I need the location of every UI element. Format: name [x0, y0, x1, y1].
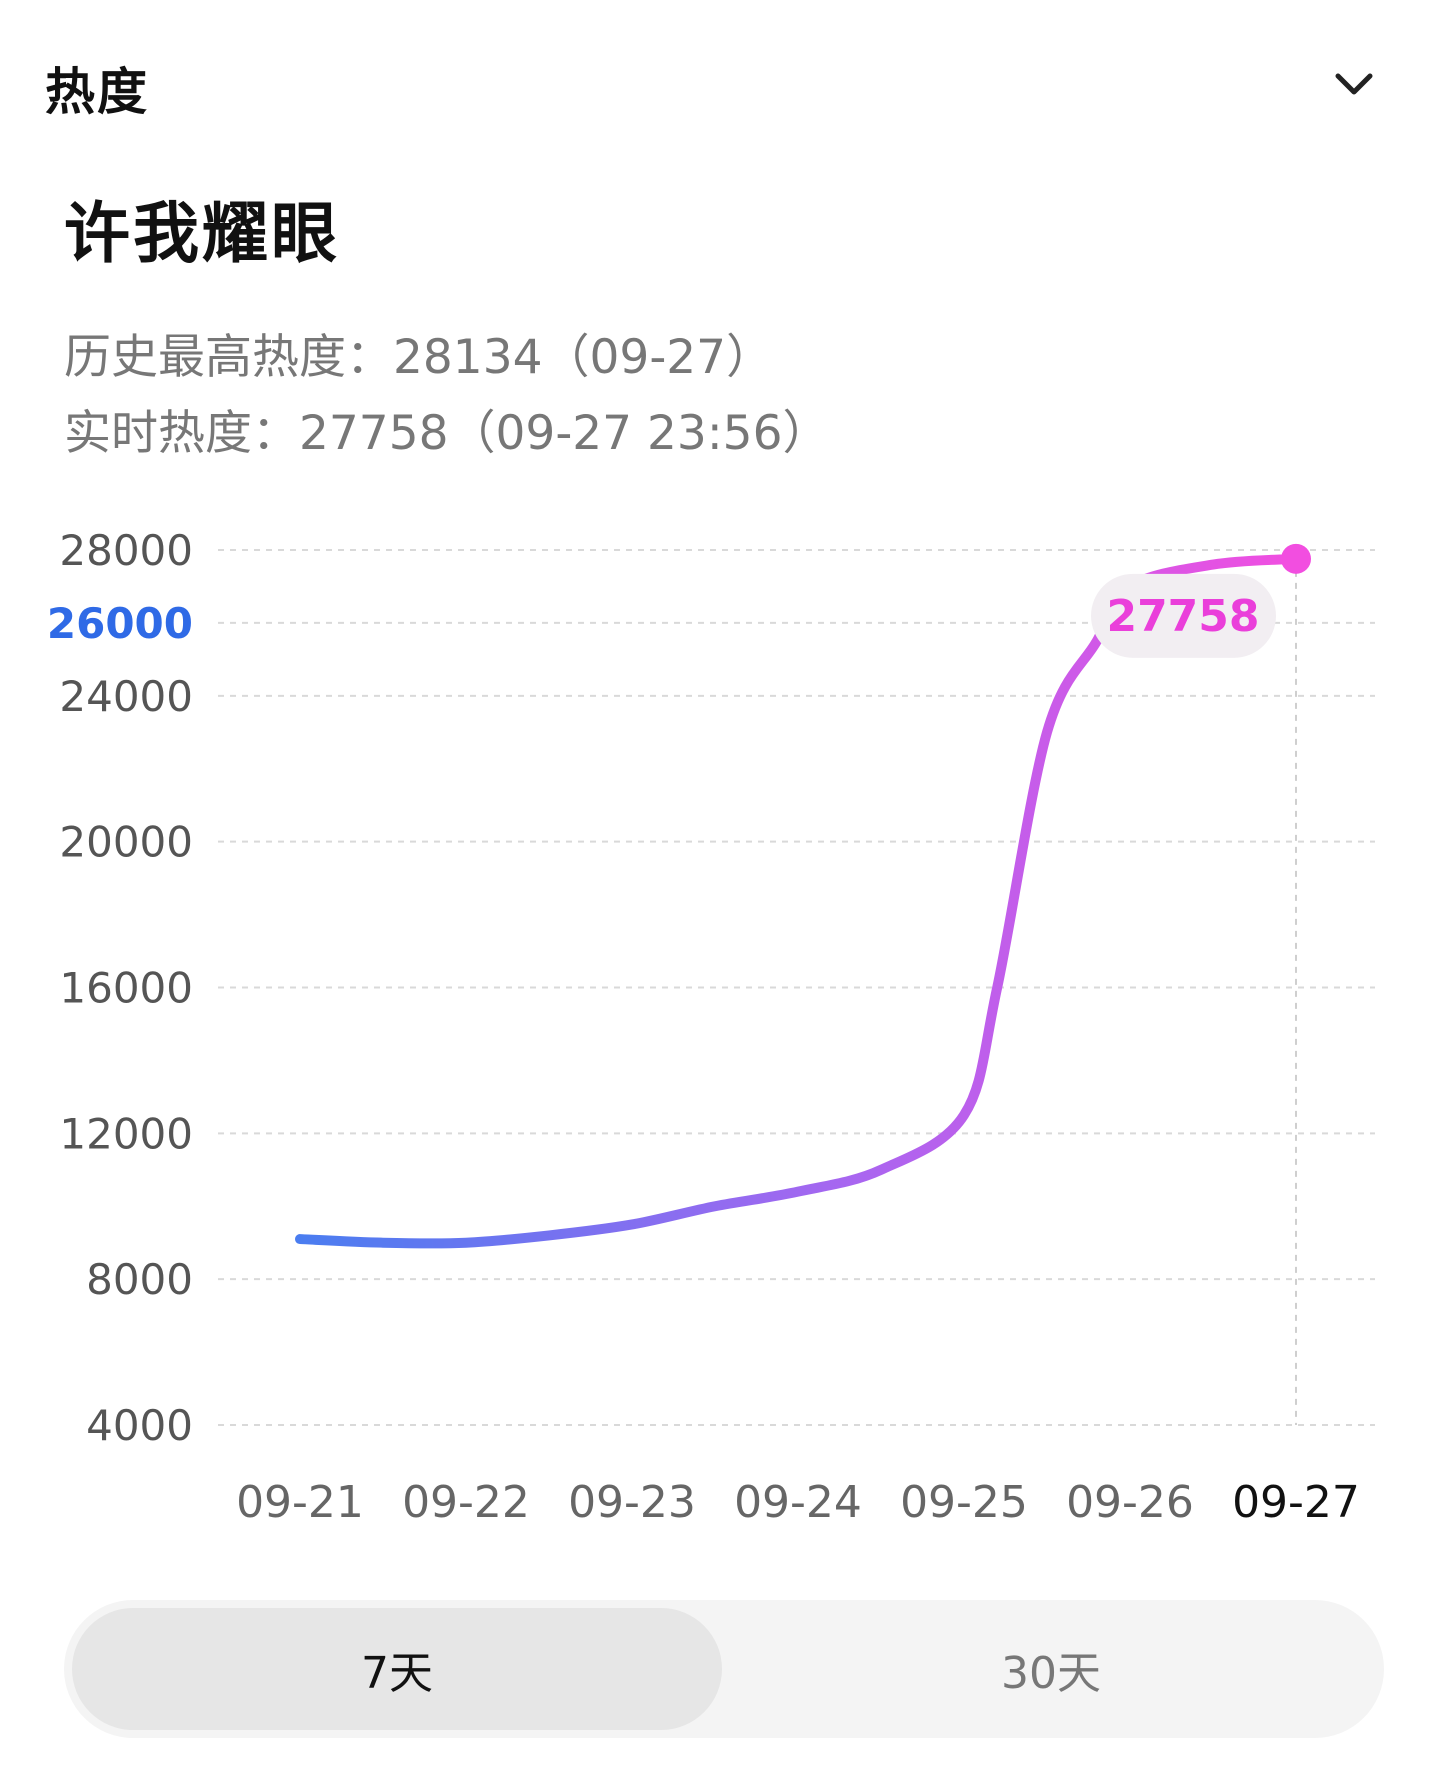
x-tick-label: 09-24	[734, 1477, 862, 1528]
y-tick-label: 4000	[86, 1401, 193, 1450]
x-tick-label: 09-26	[1066, 1477, 1194, 1528]
grid-layer	[218, 549, 1375, 1426]
y-tick-label: 8000	[86, 1255, 193, 1304]
x-tick-label: 09-25	[900, 1477, 1028, 1528]
y-tick-label: 28000	[59, 526, 193, 575]
x-tick-label: 09-21	[236, 1477, 364, 1528]
x-tick-label: 09-27	[1232, 1477, 1360, 1528]
data-points	[300, 559, 1296, 1243]
chevron-down-icon[interactable]	[1332, 62, 1376, 106]
peak-heat-stat: 历史最高热度：28134（09-27）	[64, 330, 774, 385]
y-axis: 28000 26000 24000 20000 16000 12000 8000 4000	[47, 526, 193, 1450]
series-line	[295, 553, 1301, 1249]
x-axis: 09-21 09-22 09-23 09-24 09-25 09-26 09-27	[236, 1477, 1360, 1528]
heat-line-chart: 28000 26000 24000 20000 16000 12000 8000 4000 0…	[47, 526, 1375, 1528]
y-tick-label: 26000	[47, 599, 193, 648]
header: 热度	[0, 0, 1440, 170]
y-tick-label: 16000	[59, 964, 193, 1013]
y-tick-label: 20000	[59, 818, 193, 867]
section-title: 热度	[45, 63, 149, 121]
range-toggle: 7天 30天	[64, 1600, 1384, 1738]
x-tick-label: 09-22	[402, 1477, 530, 1528]
y-tick-label: 24000	[59, 672, 193, 721]
callout-value: 27758	[1106, 591, 1259, 642]
y-tick-label: 12000	[59, 1109, 193, 1158]
realtime-heat-stat: 实时热度：27758（09-27 23:56）	[64, 406, 830, 461]
x-tick-label: 09-23	[568, 1477, 696, 1528]
toggle-30-days[interactable]: 30天	[1001, 1648, 1101, 1699]
show-title: 许我耀眼	[64, 195, 340, 272]
callout-bubble	[1091, 573, 1276, 658]
toggle-7-days[interactable]: 7天	[72, 1608, 722, 1730]
current-value-dot	[1281, 543, 1311, 574]
